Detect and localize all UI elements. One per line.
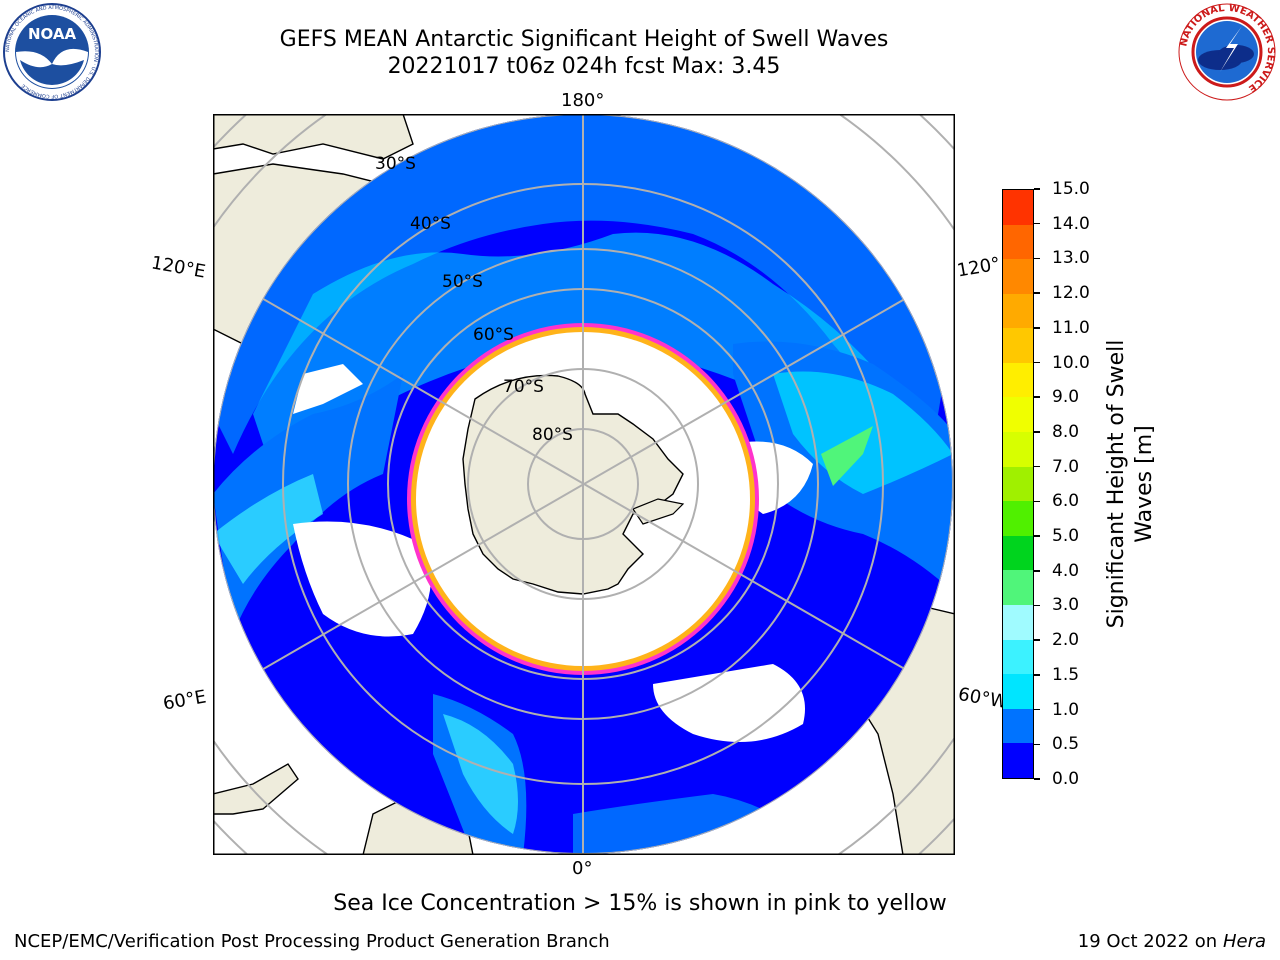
colorbar-segment bbox=[1003, 466, 1033, 502]
colorbar-tick-mark bbox=[1034, 708, 1040, 711]
footer-branch: NCEP/EMC/Verification Post Processing Pr… bbox=[14, 931, 610, 952]
colorbar bbox=[1002, 189, 1034, 779]
map-title-line2: 20221017 t06z 024h fcst Max: 3.45 bbox=[387, 54, 781, 79]
sea-ice-note: Sea Ice Concentration > 15% is shown in … bbox=[333, 891, 947, 916]
colorbar-tick-label: 9.0 bbox=[1052, 387, 1080, 408]
colorbar-tick-label: 6.0 bbox=[1052, 491, 1080, 512]
colorbar-tick-label: 12.0 bbox=[1052, 283, 1090, 304]
colorbar-tick-label: 1.5 bbox=[1052, 664, 1080, 685]
colorbar-segment bbox=[1003, 397, 1033, 433]
colorbar-tick-mark bbox=[1034, 639, 1040, 641]
colorbar-segment bbox=[1003, 605, 1033, 640]
noaa-logo: NOAA NATIONAL OCEANIC AND ATMOSPHERIC AD… bbox=[3, 3, 101, 101]
colorbar-tick-mark bbox=[1034, 570, 1040, 572]
nws-logo: NATIONAL WEATHER SERVICE bbox=[1178, 3, 1276, 101]
colorbar-segment bbox=[1003, 259, 1033, 294]
colorbar-tick-label: 7.0 bbox=[1052, 456, 1080, 477]
colorbar-segment bbox=[1003, 328, 1033, 363]
colorbar-tick-label: 5.0 bbox=[1052, 526, 1080, 547]
lon-label-0: 0° bbox=[572, 858, 593, 879]
colorbar-segment bbox=[1003, 432, 1033, 467]
colorbar-tick-mark bbox=[1034, 257, 1040, 260]
colorbar-tick-mark bbox=[1034, 327, 1040, 329]
colorbar-tick-mark bbox=[1034, 361, 1040, 364]
colorbar-tick-label: 13.0 bbox=[1052, 248, 1090, 269]
colorbar-tick-mark bbox=[1034, 188, 1040, 190]
map-frame bbox=[213, 114, 955, 855]
lat-label-70s: 70°S bbox=[503, 377, 544, 397]
antarctica-land bbox=[462, 374, 684, 595]
lat-label-80s: 80°S bbox=[532, 425, 573, 445]
colorbar-segment bbox=[1003, 362, 1033, 398]
colorbar-segment bbox=[1003, 639, 1033, 675]
colorbar-tick-mark bbox=[1034, 535, 1040, 537]
colorbar-tick-label: 8.0 bbox=[1052, 421, 1080, 442]
footer-machine: Hera bbox=[1222, 931, 1266, 952]
polar-map: 30°S 40°S 50°S 60°S 70°S 80°S bbox=[213, 114, 955, 855]
colorbar-tick-mark bbox=[1034, 674, 1040, 676]
colorbar-segment bbox=[1003, 674, 1033, 709]
colorbar-tick-label: 14.0 bbox=[1052, 213, 1090, 234]
lon-label-180: 180° bbox=[561, 90, 605, 111]
lat-label-40s: 40°S bbox=[410, 214, 451, 234]
lat-label-30s: 30°S bbox=[375, 154, 416, 174]
colorbar-label-line1: Significant Height of Swell bbox=[1104, 339, 1129, 629]
colorbar-ticks: 0.0 0.5 1.0 1.5 2.0 3.0 4.0 5.0 6.0 7.0 8.0 9.0 10.0… bbox=[1034, 179, 1094, 789]
colorbar-tick-mark bbox=[1034, 778, 1040, 780]
colorbar-tick-label: 0.5 bbox=[1052, 734, 1080, 755]
colorbar-tick-mark bbox=[1034, 465, 1040, 468]
footer-date-text: 19 Oct 2022 on bbox=[1077, 931, 1223, 952]
colorbar-segment bbox=[1003, 224, 1033, 260]
colorbar-tick-mark bbox=[1034, 743, 1040, 746]
colorbar-tick-mark bbox=[1034, 500, 1040, 503]
colorbar-tick-label: 11.0 bbox=[1052, 317, 1090, 338]
colorbar-tick-mark bbox=[1034, 431, 1040, 433]
lon-label-120w: 120° bbox=[955, 253, 1002, 282]
lon-label-60e: 60°E bbox=[161, 686, 208, 715]
colorbar-segment bbox=[1003, 535, 1033, 571]
colorbar-segment bbox=[1003, 189, 1033, 225]
swell-field bbox=[213, 114, 953, 854]
graticule bbox=[213, 114, 953, 854]
lat-label-50s: 50°S bbox=[442, 272, 483, 292]
colorbar-tick-label: 0.0 bbox=[1052, 769, 1080, 789]
colorbar-tick-label: 1.0 bbox=[1052, 699, 1080, 720]
colorbar-segment bbox=[1003, 570, 1033, 606]
antarctic-peninsula bbox=[632, 498, 685, 525]
colorbar-tick-label: 15.0 bbox=[1052, 179, 1090, 199]
noaa-logo-text: NOAA bbox=[28, 25, 77, 43]
colorbar-tick-mark bbox=[1034, 396, 1040, 398]
map-title-line1: GEFS MEAN Antarctic Significant Height o… bbox=[279, 27, 889, 52]
lat-label-60s: 60°S bbox=[473, 325, 514, 345]
colorbar-segment bbox=[1003, 708, 1033, 744]
colorbar-tick-mark bbox=[1034, 604, 1040, 607]
colorbar-label: Significant Height of Swell Waves [m] bbox=[1103, 314, 1159, 654]
colorbar-label-line2: Waves [m] bbox=[1132, 425, 1157, 543]
footer-date: 19 Oct 2022 on Hera bbox=[1078, 931, 1266, 952]
colorbar-segment bbox=[1003, 293, 1033, 329]
colorbar-tick-label: 4.0 bbox=[1052, 560, 1080, 581]
colorbar-tick-mark bbox=[1034, 222, 1040, 225]
colorbar-tick-label: 3.0 bbox=[1052, 595, 1080, 616]
colorbar-segment bbox=[1003, 501, 1033, 536]
colorbar-segment bbox=[1003, 743, 1033, 778]
colorbar-tick-label: 10.0 bbox=[1052, 352, 1090, 373]
lon-label-120e: 120°E bbox=[149, 252, 208, 283]
colorbar-tick-mark bbox=[1034, 292, 1040, 294]
colorbar-tick-label: 2.0 bbox=[1052, 630, 1080, 651]
